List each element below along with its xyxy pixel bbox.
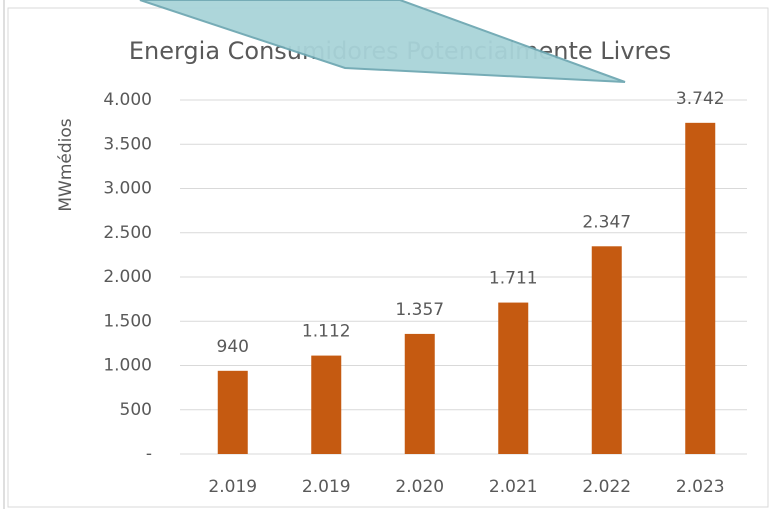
chart-frame bbox=[7, 7, 769, 508]
bar bbox=[498, 302, 529, 454]
bar bbox=[311, 355, 342, 454]
value-label: 1.357 bbox=[395, 300, 444, 320]
x-tick-label: 2.019 bbox=[208, 477, 257, 497]
value-label: 1.112 bbox=[302, 322, 351, 342]
x-tick-label: 2.023 bbox=[676, 477, 725, 497]
bar bbox=[591, 246, 622, 454]
y-tick-label: - bbox=[146, 444, 152, 464]
callout-shape bbox=[139, 0, 626, 83]
x-tick-label: 2.021 bbox=[489, 477, 538, 497]
bar bbox=[404, 333, 435, 454]
bar bbox=[685, 122, 716, 454]
value-label: 1.711 bbox=[489, 269, 538, 289]
y-tick-label: 3.500 bbox=[103, 134, 152, 154]
y-axis-label: MWmédios bbox=[56, 118, 76, 211]
x-tick-label: 2.020 bbox=[395, 477, 444, 497]
y-tick-label: 2.500 bbox=[103, 223, 152, 243]
value-label: 940 bbox=[217, 337, 249, 357]
x-tick-label: 2.019 bbox=[302, 477, 351, 497]
y-tick-label: 3.000 bbox=[103, 179, 152, 199]
y-tick-label: 500 bbox=[120, 400, 152, 420]
y-tick-label: 2.000 bbox=[103, 267, 152, 287]
value-label: 3.742 bbox=[676, 89, 725, 109]
value-label: 2.347 bbox=[582, 212, 631, 232]
y-tick-label: 1.500 bbox=[103, 311, 152, 331]
y-tick-label: 4.000 bbox=[103, 90, 152, 110]
x-tick-label: 2.022 bbox=[582, 477, 631, 497]
bar bbox=[217, 370, 248, 454]
y-tick-label: 1.000 bbox=[103, 356, 152, 376]
